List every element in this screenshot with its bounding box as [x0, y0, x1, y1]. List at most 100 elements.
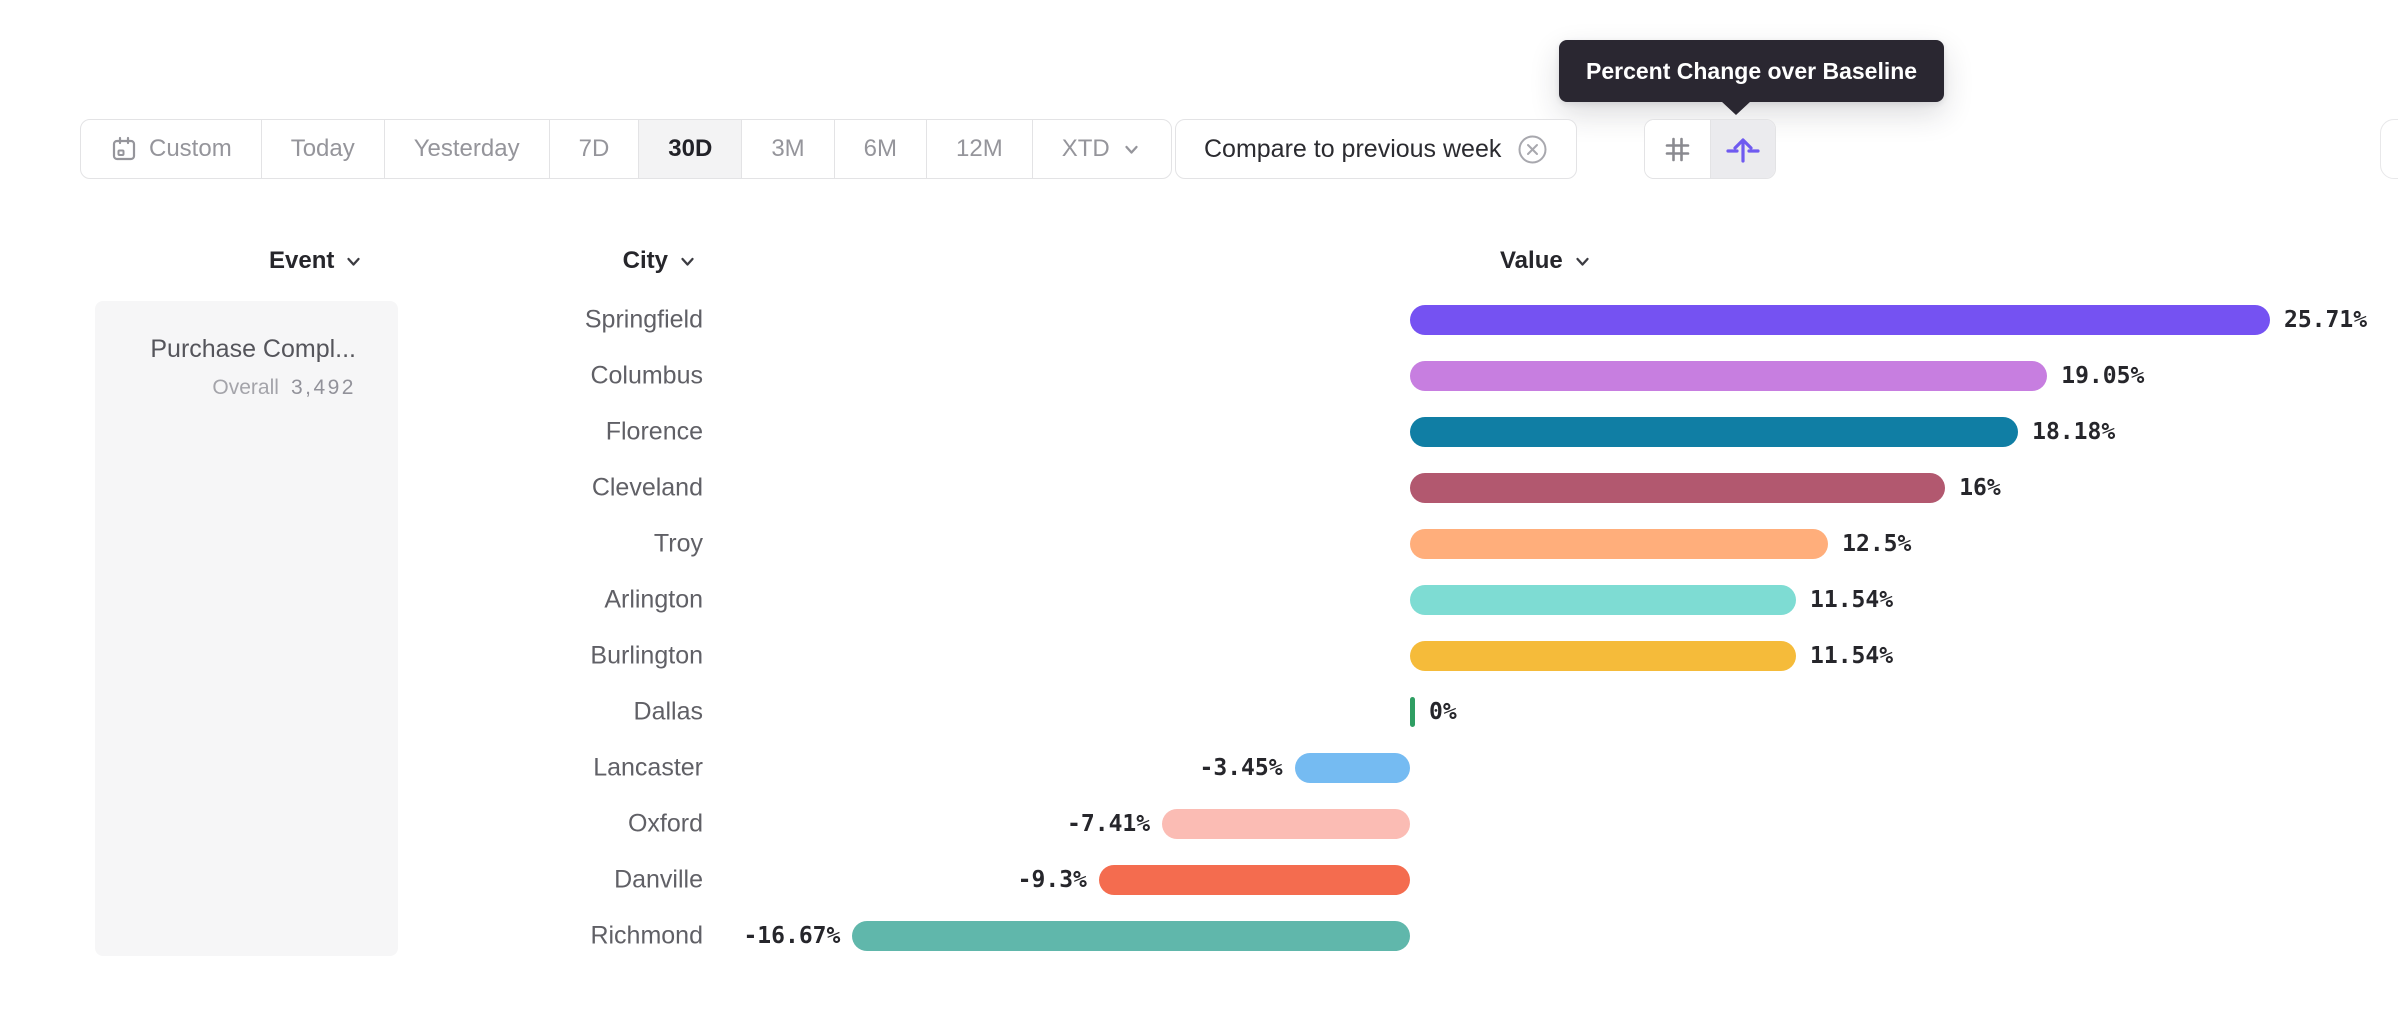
compare-chip[interactable]: Compare to previous week [1175, 119, 1578, 179]
date-range-6m[interactable]: 6M [835, 120, 927, 178]
bar-chart: Springfield 25.71% Columbus 19.05% Florence 1… [0, 292, 2398, 964]
city-label: Lancaster [593, 753, 703, 782]
city-label: Columbus [590, 361, 703, 390]
chart-row-lancaster: Lancaster -3.45% [0, 740, 2398, 796]
chart-row-oxford: Oxford -7.41% [0, 796, 2398, 852]
value-bar[interactable] [1410, 697, 1415, 727]
value-bar[interactable] [1410, 641, 1796, 671]
city-label: Dallas [633, 697, 703, 726]
value-label: 11.54% [1810, 643, 1894, 669]
tooltip-text: Percent Change over Baseline [1586, 57, 1918, 84]
city-label: Richmond [590, 921, 703, 950]
date-range-today[interactable]: Today [262, 120, 385, 178]
city-label: Oxford [627, 809, 703, 838]
date-range-12m[interactable]: 12M [927, 120, 1033, 178]
value-bar[interactable] [1410, 585, 1796, 615]
value-column-label: Value [1500, 247, 1563, 274]
value-label: -9.3% [1017, 867, 1087, 893]
overall-value: 3,492 [290, 376, 356, 399]
x-circle-icon[interactable] [1517, 134, 1548, 165]
city-label: Burlington [590, 641, 703, 670]
value-bar[interactable] [1098, 865, 1410, 895]
compare-chip-label: Compare to previous week [1204, 134, 1502, 163]
chart-row-columbus: Columbus 19.05% [0, 348, 2398, 404]
overall-label: Overall [212, 376, 279, 399]
value-label: 18.18% [2032, 419, 2116, 445]
city-column-header[interactable]: City [623, 247, 698, 275]
date-range-label: 7D [578, 135, 610, 162]
event-column-label: Event [269, 247, 335, 274]
bar-track: 18.18% [740, 404, 2398, 460]
city-label: Troy [653, 529, 703, 558]
value-label: 25.71% [2283, 307, 2368, 333]
city-label: Springfield [584, 305, 703, 334]
bar-track: -7.41% [740, 796, 2398, 852]
bar-track: -3.45% [740, 740, 2398, 796]
percent-change-button[interactable] [1710, 120, 1775, 178]
value-bar[interactable] [1410, 417, 2019, 447]
date-range-3m[interactable]: 3M [742, 120, 835, 178]
calendar-icon [110, 135, 138, 163]
date-range-30d[interactable]: 30D [639, 120, 743, 178]
city-label: Danville [614, 865, 703, 894]
value-bar[interactable] [1410, 473, 1946, 503]
chart-row-florence: Florence 18.18% [0, 404, 2398, 460]
bar-track: 12.5% [740, 516, 2398, 572]
partial-button-right[interactable] [2380, 119, 2398, 179]
bar-track: -16.67% [740, 908, 2398, 964]
date-range-label: Today [290, 135, 355, 162]
chart-row-springfield: Springfield 25.71% [0, 292, 2398, 348]
value-bar[interactable] [1162, 809, 1410, 839]
tooltip: Percent Change over Baseline [1559, 40, 1945, 115]
value-bar[interactable] [1294, 753, 1410, 783]
value-bar[interactable] [1410, 305, 2270, 335]
event-title: Purchase Compl... [150, 335, 356, 363]
value-bar[interactable] [852, 921, 1410, 951]
date-range-7d[interactable]: 7D [550, 120, 640, 178]
value-label: -3.45% [1199, 755, 1283, 781]
value-bar[interactable] [1410, 361, 2048, 391]
date-range-xtd[interactable]: XTD [1033, 120, 1171, 178]
bar-track: 16% [740, 460, 2398, 516]
value-column-header[interactable]: Value [1500, 247, 1593, 275]
value-label: -16.67% [743, 923, 841, 949]
bar-track: 19.05% [740, 348, 2398, 404]
event-overall-row: Overall 3,492 [115, 376, 356, 400]
date-range-yesterday[interactable]: Yesterday [385, 120, 550, 178]
bar-track: 11.54% [740, 628, 2398, 684]
date-range-label: Custom [149, 135, 232, 162]
view-toggle-group [1644, 119, 1776, 179]
chart-row-arlington: Arlington 11.54% [0, 572, 2398, 628]
chevron-down-icon [1572, 251, 1593, 272]
grid-values-button[interactable] [1645, 120, 1711, 178]
date-range-toolbar: Custom Today Yesterday 7D 30D 3M 6M 12M XTD [80, 119, 1172, 179]
date-range-custom[interactable]: Custom [81, 120, 262, 178]
chevron-down-icon [343, 251, 364, 272]
date-range-label: 12M [956, 135, 1003, 162]
value-bar[interactable] [1410, 529, 1829, 559]
value-label: 16% [1959, 475, 2001, 501]
date-range-label: XTD [1061, 135, 1110, 162]
event-column-header[interactable]: Event [269, 247, 364, 275]
bar-track: 11.54% [740, 572, 2398, 628]
date-range-label: Yesterday [413, 135, 520, 162]
value-label: 0% [1429, 699, 1457, 725]
bar-track: 25.71% [740, 292, 2398, 348]
city-label: Cleveland [591, 473, 703, 502]
percent-change-baseline-icon [1725, 131, 1761, 167]
chart-row-burlington: Burlington 11.54% [0, 628, 2398, 684]
tooltip-caret [1721, 101, 1751, 115]
bar-track: -9.3% [740, 852, 2398, 908]
date-range-label: 3M [771, 135, 805, 162]
chart-row-danville: Danville -9.3% [0, 852, 2398, 908]
value-label: 11.54% [1810, 587, 1894, 613]
event-panel[interactable]: Purchase Compl... Overall 3,492 [95, 301, 398, 956]
bar-track: 0% [740, 684, 2398, 740]
date-range-label: 6M [863, 135, 897, 162]
city-column-label: City [622, 247, 668, 274]
city-label: Arlington [604, 585, 703, 614]
grid-icon [1662, 134, 1693, 165]
chart-row-dallas: Dallas 0% [0, 684, 2398, 740]
chevron-down-icon [677, 251, 698, 272]
